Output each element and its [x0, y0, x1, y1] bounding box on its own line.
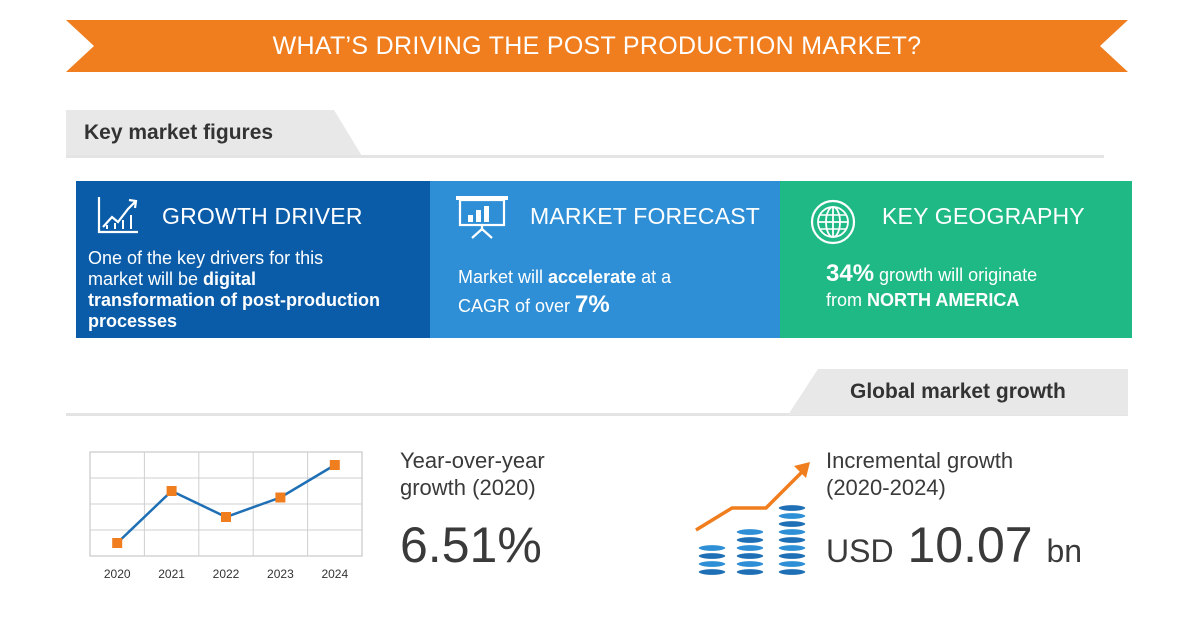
yoy-growth-value: 6.51%	[400, 517, 542, 573]
coin	[735, 543, 765, 553]
yoy-growth-label: Year-over-year growth (2020)	[400, 447, 545, 501]
growth-driver-text: One of the key drivers for this market w…	[88, 248, 380, 332]
section-divider-growth	[66, 413, 1128, 416]
coin	[735, 527, 765, 537]
coin	[777, 543, 807, 553]
market-forecast-highlight: accelerate	[548, 267, 637, 287]
growth-driver-line1: One of the key drivers for this	[88, 248, 324, 268]
market-forecast-text: Market will accelerate at a CAGR of over…	[458, 264, 671, 320]
data-point	[221, 512, 231, 522]
key-geography-line1-post: growth will originate	[874, 265, 1038, 285]
key-geography-line2-pre: from	[826, 290, 868, 310]
coin	[777, 567, 807, 577]
key-geography-line2: from NORTH AMERICA	[826, 288, 1037, 313]
currency-label: USD	[826, 533, 894, 569]
section-divider	[66, 155, 1104, 158]
market-forecast-line1: Market will accelerate at a	[458, 264, 671, 291]
section-title: Key market figures	[84, 121, 274, 144]
data-point	[166, 486, 177, 496]
key-geography-text: 34% growth will originate from NORTH AME…	[826, 261, 1037, 313]
incremental-amount: 10.07	[907, 517, 1033, 573]
coin	[697, 551, 727, 561]
section-header-global-growth: Global market growth	[788, 369, 1128, 415]
yoy-growth-chart: 2020 2021 2022 2023 2024	[86, 448, 366, 588]
coin	[777, 535, 807, 545]
coin	[697, 559, 727, 569]
data-point	[329, 460, 340, 470]
coin	[777, 511, 807, 521]
key-geography-heading: KEY GEOGRAPHY	[882, 203, 1085, 229]
section-tab-shape	[66, 110, 362, 156]
coin	[735, 567, 765, 577]
key-geography-line1: 34% growth will originate	[826, 261, 1037, 288]
growth-driver-highlight: digital	[203, 269, 257, 289]
section-title-global-growth: Global market growth	[850, 380, 1066, 403]
key-geography-card: KEY GEOGRAPHY 34% growth will originate …	[780, 181, 1132, 338]
cagr-value: 7%	[575, 291, 610, 318]
coin	[777, 503, 807, 513]
growth-driver-card: GROWTH DRIVER One of the key drivers for…	[76, 181, 430, 338]
growth-driver-heading: GROWTH DRIVER	[162, 203, 363, 229]
banner-shape	[66, 20, 1128, 72]
market-forecast-line1-post: at a	[636, 267, 672, 287]
yoy-label-line1: Year-over-year	[400, 448, 545, 473]
growth-driver-line2-text: market will be	[88, 269, 204, 289]
coin	[735, 535, 765, 545]
yoy-label-line2: growth (2020)	[400, 475, 536, 500]
page-title: WHAT’S DRIVING THE POST PRODUCTION MARKE…	[272, 32, 922, 60]
incremental-growth-label: Incremental growth (2020-2024)	[826, 447, 1013, 501]
globe-icon	[810, 199, 856, 245]
growth-driver-line4: processes	[88, 311, 178, 331]
data-point	[112, 538, 123, 548]
unit-label: bn	[1046, 533, 1083, 569]
incremental-growth-value: USD 10.07 bn	[826, 516, 1082, 574]
incremental-label-line2: (2020-2024)	[826, 475, 946, 500]
data-point	[275, 492, 286, 503]
incremental-label-line1: Incremental growth	[826, 448, 1014, 473]
coin	[777, 559, 807, 569]
x-tick-label: 2024	[321, 567, 348, 581]
coin-stacks-growth-icon	[695, 462, 810, 577]
section-tab-shape-right	[788, 369, 1128, 415]
x-tick-label: 2020	[104, 567, 131, 581]
title-banner: WHAT’S DRIVING THE POST PRODUCTION MARKE…	[66, 20, 1128, 72]
section-header-key-figures: Key market figures	[66, 110, 366, 156]
coin	[777, 527, 807, 537]
growth-driver-line2: market will be digital	[88, 269, 380, 290]
x-tick-label: 2021	[158, 567, 185, 581]
x-tick-label: 2022	[213, 567, 240, 581]
growth-driver-line3: transformation of post-production	[88, 290, 380, 310]
key-region-name: NORTH AMERICA	[867, 290, 1020, 310]
coin	[735, 551, 765, 561]
coin	[735, 559, 765, 569]
chart-svg: 2020 2021 2022 2023 2024	[89, 451, 363, 581]
coin	[697, 567, 727, 577]
market-forecast-line2-pre: CAGR of over	[458, 296, 576, 316]
market-forecast-line1-pre: Market will	[458, 267, 549, 287]
market-forecast-card: MARKET FORECAST Market will accelerate a…	[430, 181, 780, 338]
market-forecast-heading: MARKET FORECAST	[530, 203, 761, 229]
growth-chart-icon	[97, 197, 138, 234]
market-forecast-line2: CAGR of over 7%	[458, 291, 671, 320]
coin	[777, 519, 807, 529]
geography-share-value: 34%	[826, 260, 875, 287]
x-tick-label: 2023	[267, 567, 294, 581]
coin	[777, 551, 807, 561]
coin	[697, 543, 727, 553]
presentation-board-icon	[456, 196, 508, 239]
